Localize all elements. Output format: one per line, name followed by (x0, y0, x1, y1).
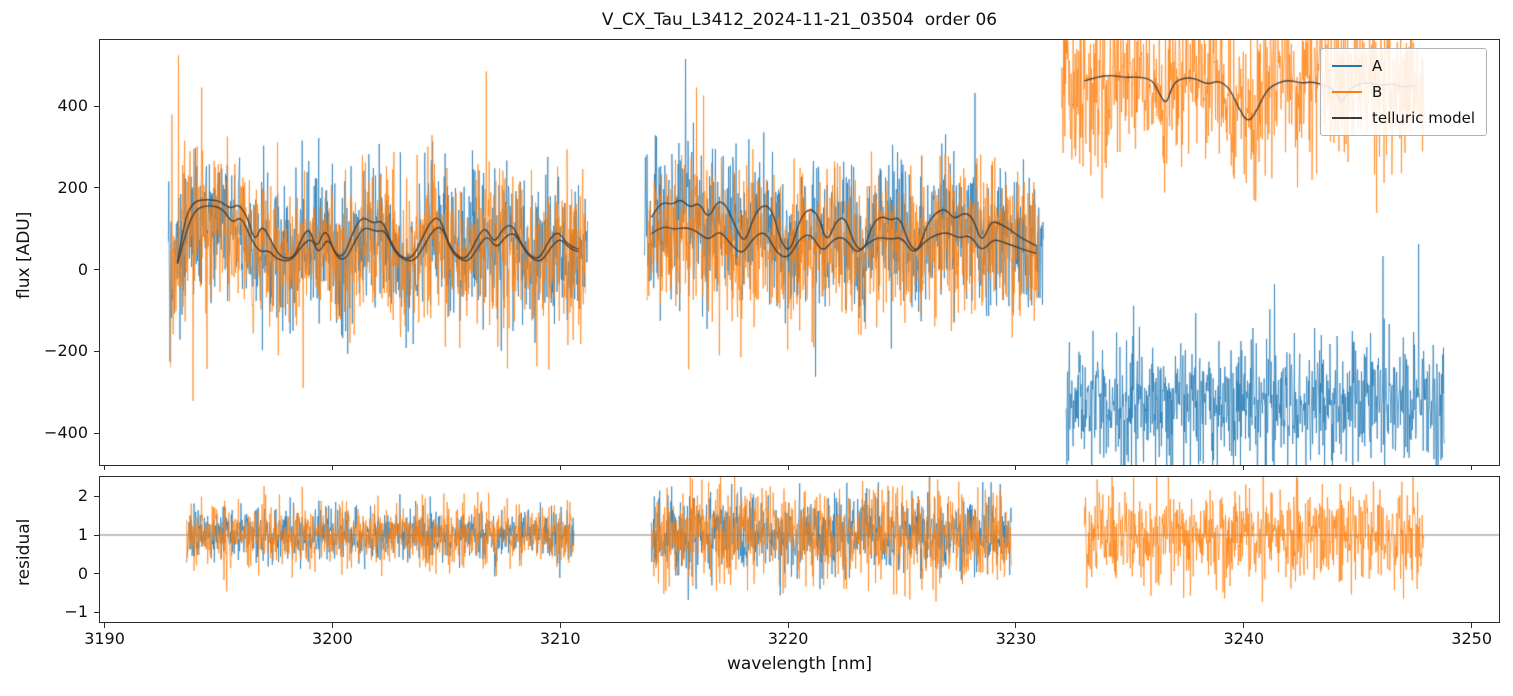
y-tick (94, 573, 100, 575)
legend-label-b: B (1371, 83, 1383, 101)
y-tick-label: −400 (44, 423, 88, 443)
x-tick-label: 3200 (312, 629, 353, 648)
y-tick-label: 0 (77, 563, 88, 583)
legend: A B telluric model (1319, 48, 1487, 136)
y-tick (94, 187, 100, 189)
flux-plot-canvas (100, 40, 1499, 465)
y-tick-label: 2 (77, 486, 88, 506)
legend-swatch-2 (1331, 117, 1362, 119)
residual-panel (99, 476, 1500, 623)
x-tick (1015, 466, 1017, 470)
chart-title: V_CX_Tau_L3412_2024-11-21_03504 order 06 (601, 10, 998, 30)
flux-panel: A B telluric model (99, 39, 1500, 466)
x-tick (559, 466, 561, 470)
y-tick-label: 200 (57, 177, 88, 197)
x-tick-label: 3190 (84, 629, 125, 648)
legend-label-a: A (1371, 57, 1383, 75)
x-tick (559, 623, 561, 628)
x-tick-label: 3230 (995, 629, 1037, 648)
y-tick (94, 495, 100, 497)
x-tick (331, 623, 333, 628)
y-tick (94, 269, 100, 271)
x-tick-label: 3220 (767, 629, 809, 648)
y-tick-label: 1 (77, 525, 88, 544)
x-tick (787, 623, 789, 628)
y-tick (94, 105, 100, 107)
x-tick (104, 466, 106, 470)
x-tick (331, 466, 333, 470)
x-tick-label: 3250 (1451, 629, 1493, 648)
legend-entry-a: A (1331, 57, 1475, 75)
legend-entry-telluric: telluric model (1331, 109, 1475, 127)
y-tick-label: 0 (77, 259, 88, 279)
x-tick (1243, 466, 1245, 470)
x-axis-label: wavelength [nm] (726, 654, 873, 674)
legend-label-telluric: telluric model (1371, 109, 1475, 127)
y-tick-label: −200 (44, 341, 88, 361)
y-tick-label: 400 (57, 96, 88, 116)
x-tick-label: 3240 (1223, 629, 1265, 648)
residual-y-axis-label: residual (14, 518, 34, 586)
y-tick (94, 611, 100, 613)
x-tick-label: 3210 (539, 629, 581, 648)
x-tick (1243, 623, 1245, 628)
legend-swatch-1 (1331, 91, 1362, 93)
x-tick (787, 466, 789, 470)
y-tick (94, 350, 100, 352)
y-tick (94, 432, 100, 434)
y-tick (94, 534, 100, 536)
legend-swatch-0 (1331, 65, 1362, 67)
x-tick (1015, 623, 1017, 628)
legend-entry-b: B (1331, 83, 1475, 101)
y-tick-label: −1 (64, 602, 88, 622)
x-tick (104, 623, 106, 628)
x-tick (1471, 623, 1473, 628)
residual-plot-canvas (100, 477, 1499, 622)
x-tick (1471, 466, 1473, 470)
